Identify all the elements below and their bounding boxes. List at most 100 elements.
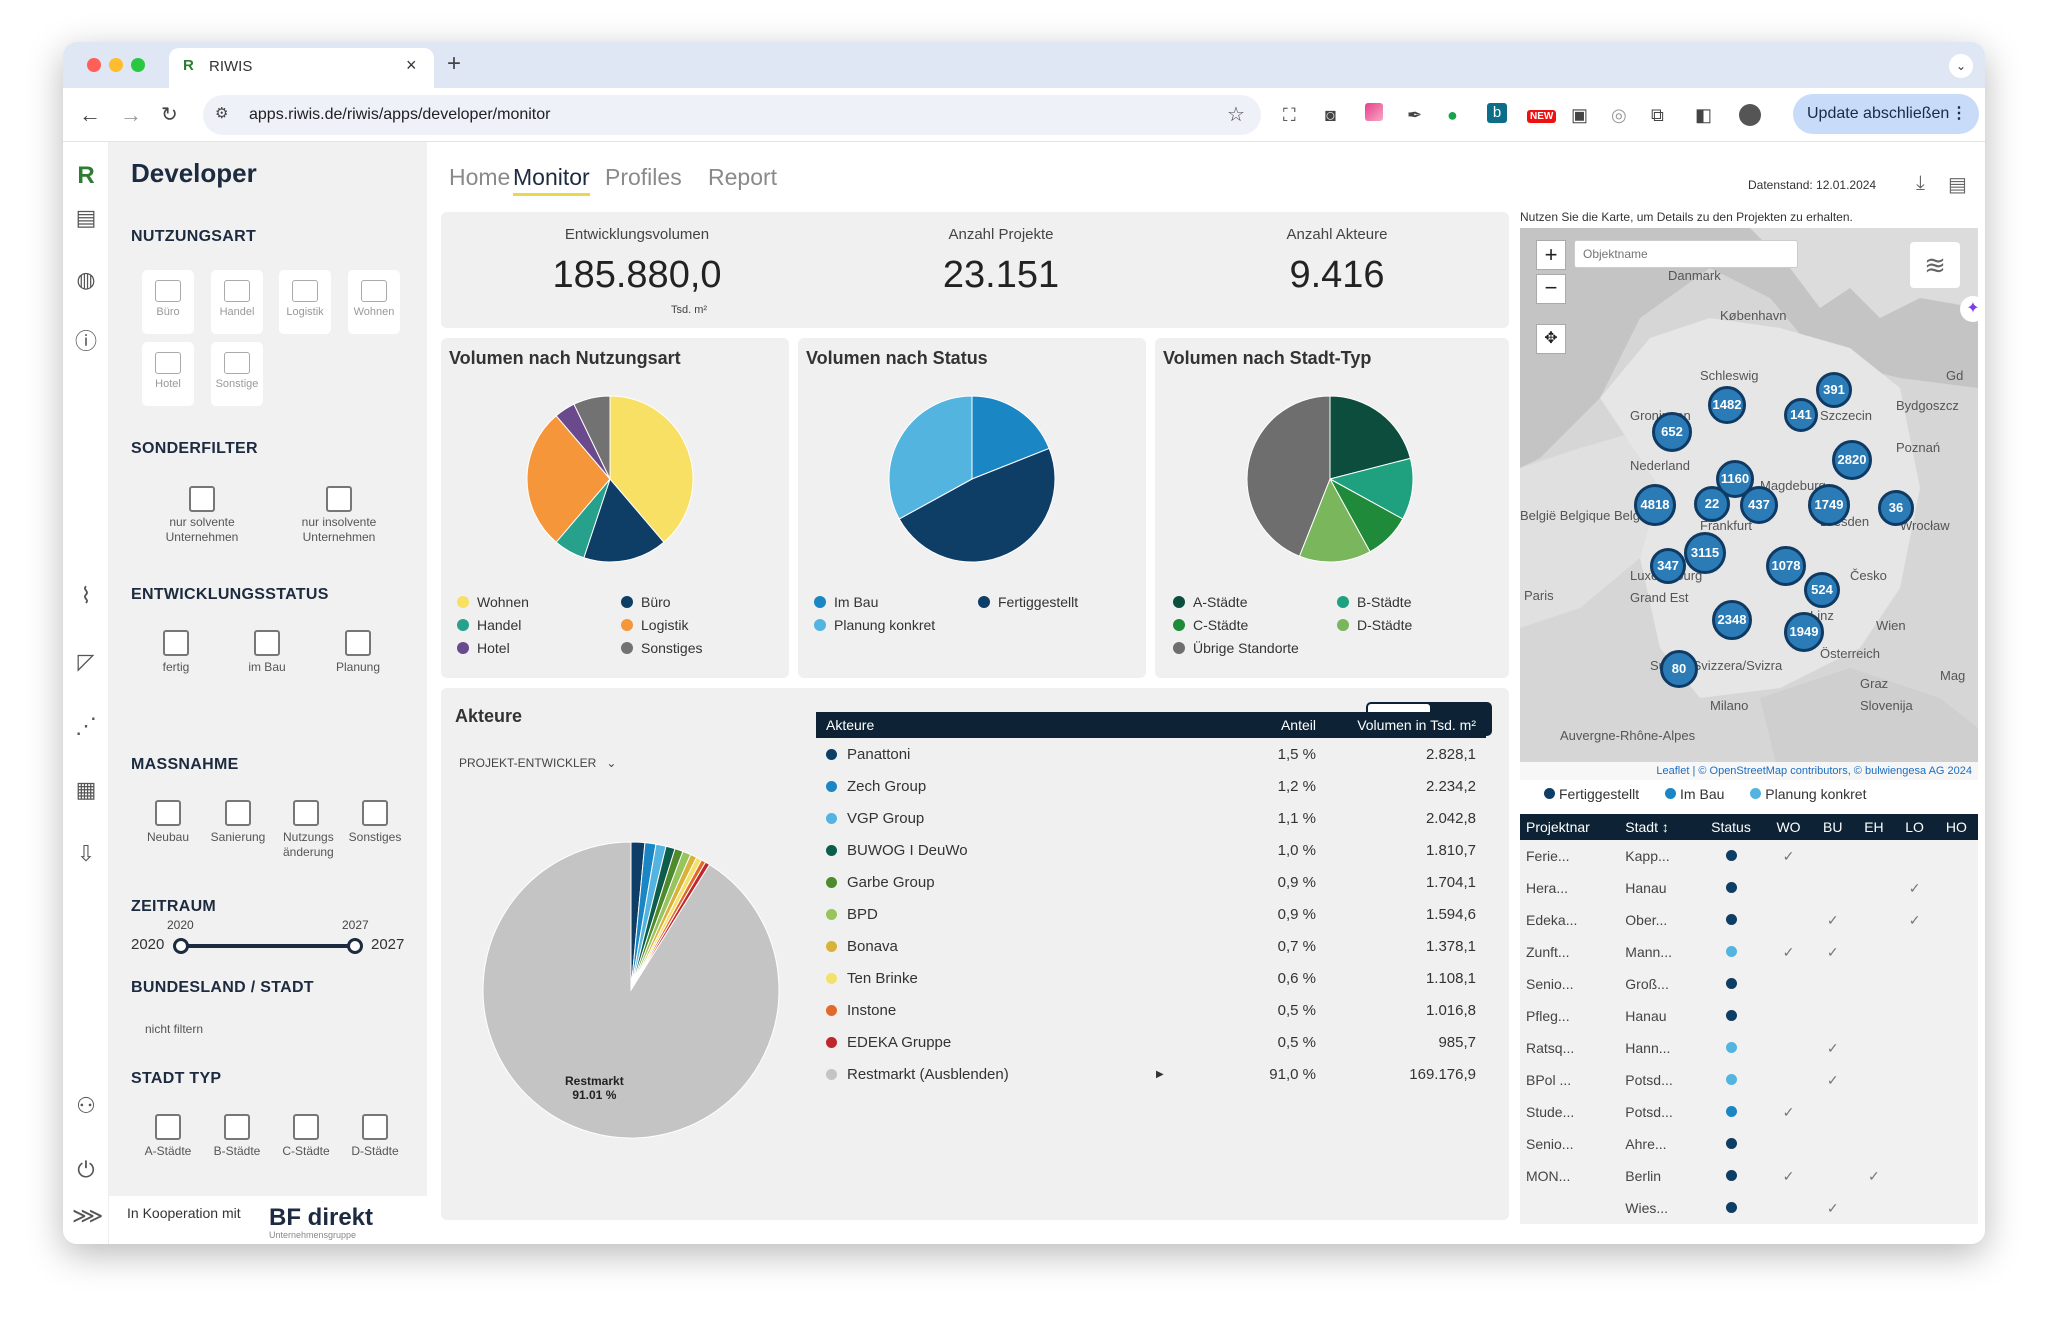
- project-row[interactable]: Ferie... Kapp... ✓: [1520, 840, 1978, 872]
- tab-search-icon[interactable]: ⌄: [1949, 54, 1973, 78]
- status-imbau-checkbox[interactable]: [254, 630, 280, 656]
- project-row[interactable]: Stude... Potsd... ✓: [1520, 1096, 1978, 1128]
- chart-line-icon[interactable]: ⌇: [80, 583, 92, 608]
- pie-slice[interactable]: [583, 477, 665, 563]
- project-col-header[interactable]: EH: [1853, 814, 1895, 840]
- close-tab-icon[interactable]: ×: [406, 55, 417, 75]
- pie-slice[interactable]: [526, 415, 611, 543]
- project-col-header[interactable]: Status: [1697, 814, 1765, 840]
- project-row[interactable]: MON... Berlin ✓ ✓: [1520, 1160, 1978, 1192]
- map-cluster-marker[interactable]: 80: [1660, 650, 1698, 688]
- project-col-header[interactable]: Projektnar: [1520, 814, 1620, 840]
- extensions-puzzle-icon[interactable]: ⧉: [1651, 105, 1664, 125]
- nutzung-wohnen-button[interactable]: Wohnen: [348, 270, 400, 334]
- map-cluster-marker[interactable]: 22: [1694, 486, 1730, 522]
- akteur-type-dropdown[interactable]: PROJEKT-ENTWICKLER ⌄: [459, 756, 616, 770]
- map-cluster-marker[interactable]: 1749: [1808, 484, 1850, 526]
- massnahme-sanierung-checkbox[interactable]: [225, 800, 251, 826]
- status-fertig-checkbox[interactable]: [163, 630, 189, 656]
- layers-icon[interactable]: ≋: [1910, 242, 1960, 288]
- project-row[interactable]: Ratsq... Hann... ✓: [1520, 1032, 1978, 1064]
- insolvent-checkbox[interactable]: [326, 486, 352, 512]
- contact-card-icon[interactable]: ▤: [75, 205, 97, 230]
- extension-square-icon[interactable]: b: [1487, 103, 1507, 123]
- map-cluster-marker[interactable]: 141: [1784, 398, 1818, 432]
- project-row[interactable]: Wies... ✓: [1520, 1192, 1978, 1224]
- notion-ext-icon[interactable]: ▣: [1571, 105, 1589, 125]
- fullscreen-move-icon[interactable]: ✥: [1536, 324, 1566, 354]
- browser-tab[interactable]: R RIWIS ×: [169, 48, 434, 88]
- pie-slice[interactable]: [1246, 395, 1331, 557]
- map-cluster-marker[interactable]: 524: [1804, 572, 1840, 608]
- akteur-row[interactable]: Instone 0,5 % 1.016,8: [816, 994, 1486, 1026]
- pie-slice[interactable]: [898, 447, 1056, 563]
- project-row[interactable]: Pfleg... Hanau: [1520, 1000, 1978, 1032]
- pie-slice[interactable]: [888, 395, 973, 520]
- project-row[interactable]: Zunft... Mann... ✓ ✓: [1520, 936, 1978, 968]
- pen-ext-icon[interactable]: ✒: [1407, 105, 1423, 125]
- col-akteure[interactable]: Akteure: [816, 712, 1146, 738]
- bundesland-select[interactable]: nicht filtern: [145, 1022, 204, 1036]
- akteur-row[interactable]: BUWOG I DeuWo 1,0 % 1.810,7: [816, 834, 1486, 866]
- project-row[interactable]: Hera... Hanau ✓: [1520, 872, 1978, 904]
- minimize-window-button[interactable]: [109, 58, 123, 72]
- nav-profiles[interactable]: Profiles: [605, 164, 682, 190]
- bookmark-star-icon[interactable]: ☆: [1227, 104, 1245, 126]
- nutzung-logistik-button[interactable]: Logistik: [279, 270, 331, 334]
- grammarly-ext-icon[interactable]: ●: [1447, 105, 1458, 125]
- forward-icon[interactable]: →: [120, 102, 142, 127]
- massnahme-nutzungsaenderung-checkbox[interactable]: [293, 800, 319, 826]
- project-row[interactable]: Edeka... Ober... ✓ ✓: [1520, 904, 1978, 936]
- solvent-checkbox[interactable]: [189, 486, 215, 512]
- akteur-expand-cell[interactable]: ▶: [1156, 1068, 1164, 1080]
- project-row[interactable]: Senio... Ahre...: [1520, 1128, 1978, 1160]
- power-icon[interactable]: ⏻: [77, 1157, 95, 1182]
- project-col-header[interactable]: BU: [1812, 814, 1854, 840]
- nutzung-buero-button[interactable]: Büro: [142, 270, 194, 334]
- stadttyp-c-checkbox[interactable]: [293, 1114, 319, 1140]
- project-row[interactable]: Senio... Groß...: [1520, 968, 1978, 1000]
- nutzung-hotel-button[interactable]: Hotel: [142, 342, 194, 406]
- zeitraum-from-handle[interactable]: [173, 938, 189, 954]
- stadttyp-b-checkbox[interactable]: [224, 1114, 250, 1140]
- pie-slice[interactable]: [971, 395, 1050, 480]
- address-bar[interactable]: ⚙ apps.riwis.de/riwis/apps/developer/mon…: [203, 95, 1261, 135]
- extension-b-icon[interactable]: ◙: [1325, 105, 1336, 125]
- massnahme-sonstiges-checkbox[interactable]: [362, 800, 388, 826]
- scatter-chart-icon[interactable]: ⋰: [75, 713, 97, 738]
- map-cluster-marker[interactable]: 347: [1650, 548, 1686, 584]
- sparkle-icon[interactable]: ✦: [1960, 296, 1978, 322]
- map-cluster-marker[interactable]: 36: [1878, 490, 1914, 526]
- pie-slice[interactable]: [482, 841, 780, 1139]
- profile-avatar[interactable]: [1739, 104, 1761, 126]
- maximize-window-button[interactable]: [131, 58, 145, 72]
- akteur-row[interactable]: VGP Group 1,1 % 2.042,8: [816, 802, 1486, 834]
- akteur-row[interactable]: EDEKA Gruppe 0,5 % 985,7: [816, 1026, 1486, 1058]
- akteur-row[interactable]: Restmarkt (Ausblenden) ▶ 91,0 % 169.176,9: [816, 1058, 1486, 1090]
- table-view-icon[interactable]: ▤: [1948, 174, 1967, 196]
- new-badge[interactable]: NEW: [1527, 110, 1557, 123]
- update-button[interactable]: Update abschließen ⋮: [1793, 94, 1979, 134]
- akteur-row[interactable]: Ten Brinke 0,6 % 1.108,1: [816, 962, 1486, 994]
- map-cluster-marker[interactable]: 4818: [1634, 484, 1676, 526]
- map-cluster-marker[interactable]: 1949: [1784, 612, 1824, 652]
- map-cluster-marker[interactable]: 1482: [1708, 386, 1746, 424]
- project-col-header[interactable]: Stadt ↕: [1619, 814, 1698, 840]
- col-anteil[interactable]: Anteil: [1216, 712, 1326, 738]
- close-window-button[interactable]: [87, 58, 101, 72]
- back-icon[interactable]: ←: [79, 102, 101, 127]
- map-cluster-marker[interactable]: 3115: [1684, 532, 1726, 574]
- download-icon[interactable]: ⤓: [1916, 172, 1925, 194]
- site-settings-icon[interactable]: ⚙: [215, 105, 229, 122]
- massnahme-neubau-checkbox[interactable]: [155, 800, 181, 826]
- reload-icon[interactable]: ↻: [161, 104, 178, 126]
- sidepanel-icon[interactable]: ◧: [1695, 105, 1713, 125]
- col-volumen[interactable]: Volumen in Tsd. m²: [1326, 712, 1486, 738]
- map-cluster-marker[interactable]: 2820: [1832, 440, 1872, 480]
- akteur-row[interactable]: Zech Group 1,2 % 2.234,2: [816, 770, 1486, 802]
- pie-slice[interactable]: [573, 395, 611, 480]
- pie-slice[interactable]: [1328, 457, 1414, 520]
- nutzung-sonstige-button[interactable]: Sonstige: [211, 342, 263, 406]
- zoom-in-button[interactable]: +: [1536, 240, 1566, 270]
- new-tab-icon[interactable]: +: [447, 50, 462, 77]
